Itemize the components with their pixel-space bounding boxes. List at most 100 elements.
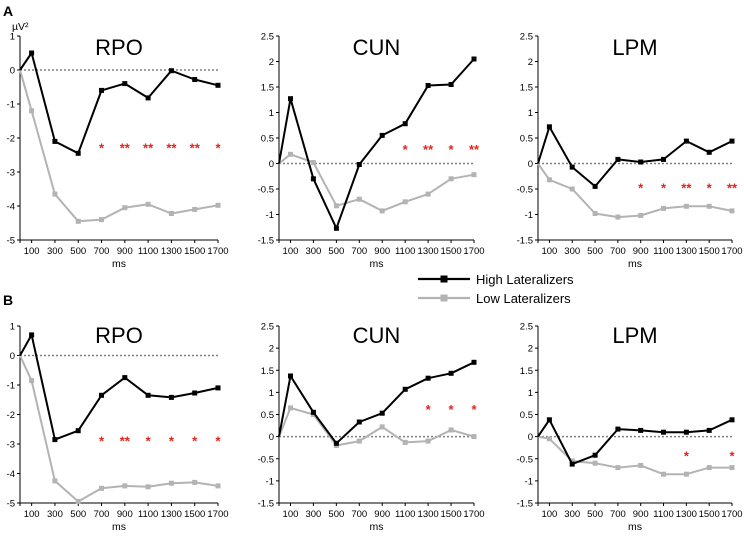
y-tick-label: -1.5 bbox=[517, 499, 533, 510]
legend-high-label: High Lateralizers bbox=[476, 272, 574, 287]
series-high-point bbox=[425, 83, 431, 88]
x-axis-label: ms bbox=[628, 521, 642, 533]
y-tick-label: 2.5 bbox=[261, 32, 274, 43]
series-low-point bbox=[333, 203, 339, 209]
x-axis-label: ms bbox=[370, 521, 384, 533]
series-high-point bbox=[546, 124, 552, 130]
series-high-point bbox=[638, 159, 644, 165]
series-low-point bbox=[215, 202, 221, 208]
series-low-line bbox=[278, 406, 475, 447]
series-high-point bbox=[729, 417, 735, 423]
y-tick-label: -4 bbox=[7, 202, 15, 213]
x-tick-label: 1500 bbox=[440, 246, 461, 257]
series-high-point bbox=[52, 138, 58, 144]
x-tick-label: 100 bbox=[283, 509, 299, 520]
significance-marker: ** bbox=[727, 180, 738, 195]
series-low-point bbox=[215, 483, 221, 489]
x-tick-label: 500 bbox=[587, 246, 603, 257]
y-tick-label: 1.5 bbox=[261, 83, 274, 94]
x-tick-label: 100 bbox=[541, 509, 557, 520]
significance-marker: * bbox=[99, 141, 105, 156]
series-low-point bbox=[379, 208, 385, 214]
significance-marker: * bbox=[449, 142, 455, 157]
x-axis-label: ms bbox=[112, 258, 126, 270]
x-tick-label: 300 bbox=[47, 246, 63, 257]
series-high-point bbox=[706, 149, 712, 155]
series-low-point bbox=[546, 436, 552, 442]
x-tick-label: 900 bbox=[633, 246, 649, 257]
significance-marker: * bbox=[192, 434, 198, 449]
series-low-point bbox=[356, 196, 362, 202]
x-tick-label: 1100 bbox=[138, 246, 158, 257]
x-tick-label: 1100 bbox=[138, 509, 158, 520]
chart-b-lpm: LPM 2.5 2 1.5 1 0.5 0 -0.5 -1 -1.5 100 300 500 700 900… bbox=[517, 322, 743, 534]
series-low-point bbox=[122, 483, 128, 489]
y-tick-label: -1 bbox=[7, 100, 15, 111]
series-high-point bbox=[310, 176, 316, 182]
x-tick-label: 500 bbox=[328, 246, 344, 257]
significance-marker: ** bbox=[469, 142, 480, 157]
y-tick-label: -5 bbox=[7, 499, 15, 510]
series-high-point bbox=[288, 373, 293, 379]
series-low-point bbox=[471, 434, 477, 440]
y-tick-label: -1 bbox=[525, 210, 533, 221]
chart-title: RPO bbox=[95, 35, 143, 60]
series-high-point bbox=[99, 87, 104, 93]
y-tick-label: 0 bbox=[269, 432, 274, 443]
y-tick-label: -0.5 bbox=[517, 185, 533, 196]
significance-marker: * bbox=[426, 402, 432, 417]
y-tick-label: -5 bbox=[7, 236, 15, 247]
series-low-point bbox=[615, 465, 621, 471]
y-tick-label: 1.5 bbox=[520, 366, 533, 377]
y-tick-label: 0 bbox=[528, 432, 533, 443]
series-high-line bbox=[278, 58, 475, 230]
significance-marker: ** bbox=[681, 180, 692, 195]
series-low-point bbox=[29, 108, 35, 114]
series-high-point bbox=[425, 375, 431, 381]
y-tick-label: 2 bbox=[528, 57, 533, 68]
series-low-point bbox=[638, 462, 644, 468]
series-high-point bbox=[706, 427, 712, 433]
significance-marker: ** bbox=[120, 434, 131, 449]
x-tick-label: 500 bbox=[587, 509, 603, 520]
significance-marker: * bbox=[471, 402, 477, 417]
significance-marker: * bbox=[638, 180, 644, 195]
series-low-point bbox=[52, 478, 58, 484]
x-tick-label: 100 bbox=[24, 246, 40, 257]
y-tick-label: -2 bbox=[7, 410, 15, 421]
series-low-point bbox=[356, 438, 362, 444]
legend-high-marker bbox=[440, 275, 448, 283]
x-tick-label: 100 bbox=[24, 509, 40, 520]
y-tick-label: 1.5 bbox=[520, 83, 533, 94]
x-tick-label: 700 bbox=[94, 509, 110, 520]
series-high-point bbox=[683, 138, 689, 144]
y-tick-label: 2.5 bbox=[520, 32, 533, 43]
series-high-point bbox=[310, 409, 316, 415]
series-low-point bbox=[448, 176, 454, 182]
legend: High Lateralizers Low Lateralizers bbox=[418, 272, 574, 306]
series-low-point bbox=[75, 499, 81, 504]
series-low-point bbox=[706, 465, 712, 471]
series-low-point bbox=[569, 186, 575, 192]
chart-title: CUN bbox=[353, 35, 401, 60]
x-tick-label: 1700 bbox=[463, 246, 484, 257]
x-tick-label: 900 bbox=[117, 246, 133, 257]
y-tick-label: -1 bbox=[7, 381, 15, 392]
x-axis-label: ms bbox=[628, 258, 642, 270]
series-high-point bbox=[333, 225, 339, 231]
series-low-line bbox=[278, 153, 475, 212]
series-high-point bbox=[638, 427, 644, 433]
series-low-line bbox=[19, 69, 219, 223]
series-high-point bbox=[356, 419, 362, 425]
series-low-point bbox=[729, 465, 735, 471]
series-low-point bbox=[52, 191, 58, 197]
series-high-point bbox=[448, 370, 454, 376]
series-low-point bbox=[310, 160, 316, 165]
chart-title: RPO bbox=[95, 323, 143, 348]
series-low-point bbox=[168, 480, 174, 486]
x-tick-label: 100 bbox=[283, 246, 299, 257]
y-tick-label: -0.5 bbox=[258, 454, 274, 465]
series-low-point bbox=[592, 211, 598, 216]
